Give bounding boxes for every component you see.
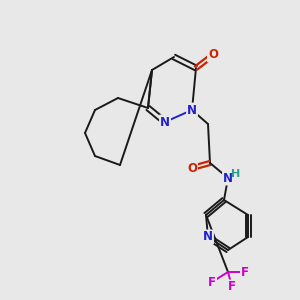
Text: H: H (231, 169, 241, 179)
Text: N: N (187, 103, 197, 116)
Text: O: O (187, 161, 197, 175)
Text: N: N (203, 230, 213, 244)
Text: N: N (223, 172, 233, 184)
Text: F: F (228, 280, 236, 293)
Text: F: F (208, 275, 216, 289)
Text: O: O (208, 49, 218, 62)
Text: N: N (160, 116, 170, 128)
Text: F: F (241, 266, 249, 278)
